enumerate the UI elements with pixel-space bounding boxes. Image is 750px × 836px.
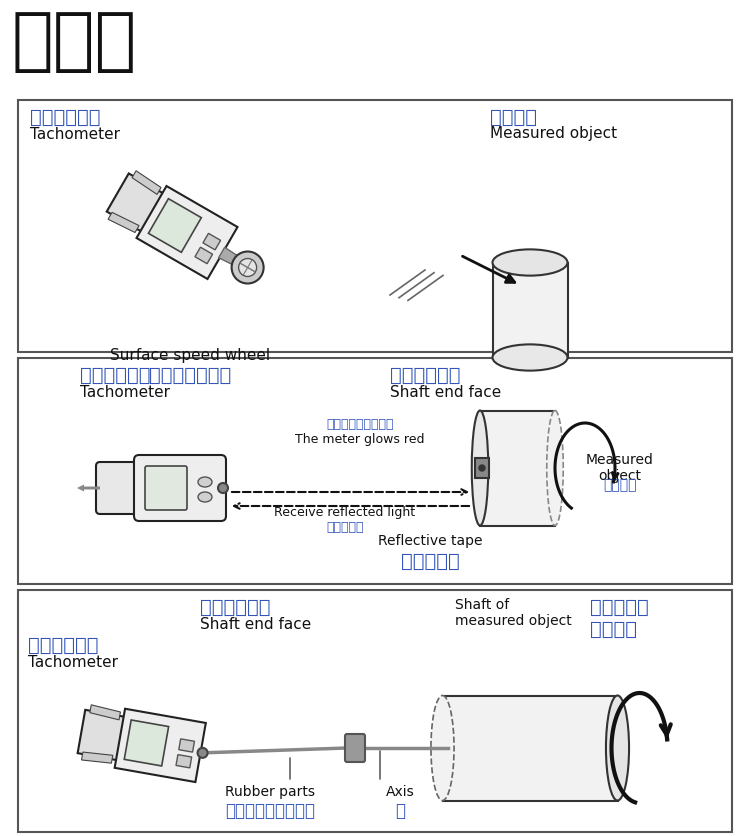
Bar	[18, 100, 732, 352]
Circle shape	[479, 465, 485, 471]
Polygon shape	[115, 709, 206, 782]
Ellipse shape	[431, 696, 454, 801]
Polygon shape	[108, 212, 139, 232]
FancyBboxPatch shape	[134, 455, 226, 521]
Bar	[18, 358, 732, 584]
Text: Shaft of
measured object: Shaft of measured object	[455, 598, 572, 628]
Text: 測定対象の
シャフト: 測定対象の シャフト	[590, 598, 649, 639]
Polygon shape	[136, 186, 238, 279]
Polygon shape	[493, 263, 568, 358]
Polygon shape	[82, 752, 112, 763]
Text: Reflective tape: Reflective tape	[378, 534, 482, 548]
Text: Measured object: Measured object	[490, 126, 617, 141]
Text: 反射テープ: 反射テープ	[400, 552, 459, 571]
Text: Shaft end face: Shaft end face	[390, 385, 501, 400]
Text: The meter glows red: The meter glows red	[296, 433, 424, 446]
Text: シャフト側面: シャフト側面	[390, 366, 460, 385]
Bar	[18, 590, 732, 832]
Text: 反射光受信: 反射光受信	[326, 521, 364, 534]
FancyBboxPatch shape	[145, 466, 187, 510]
Ellipse shape	[606, 696, 629, 801]
FancyBboxPatch shape	[345, 734, 365, 762]
Text: Shaft end face: Shaft end face	[200, 617, 311, 632]
Polygon shape	[442, 696, 617, 801]
Ellipse shape	[493, 344, 568, 370]
Text: Rubber parts: Rubber parts	[225, 785, 315, 799]
Ellipse shape	[198, 492, 212, 502]
Text: シャフト側面: シャフト側面	[200, 598, 271, 617]
Polygon shape	[203, 233, 220, 250]
Text: Tachometer: Tachometer	[80, 385, 170, 400]
Polygon shape	[148, 199, 201, 252]
Text: Receive reflected light: Receive reflected light	[274, 506, 416, 519]
Text: Measured
object: Measured object	[586, 453, 654, 483]
Polygon shape	[124, 720, 169, 766]
Ellipse shape	[198, 477, 212, 487]
Circle shape	[197, 748, 208, 758]
Polygon shape	[195, 247, 212, 263]
Text: Surface speed wheel: Surface speed wheel	[110, 348, 270, 363]
Text: Axis: Axis	[386, 785, 414, 799]
Polygon shape	[219, 247, 239, 265]
Text: タコメーター: タコメーター	[30, 108, 100, 127]
Text: Tachometer: Tachometer	[30, 127, 120, 142]
Polygon shape	[178, 739, 194, 752]
Polygon shape	[106, 173, 165, 232]
Polygon shape	[176, 755, 192, 768]
Circle shape	[232, 252, 264, 283]
Text: 測定対象: 測定対象	[490, 108, 537, 127]
Circle shape	[238, 258, 256, 277]
Text: 使い方: 使い方	[12, 8, 137, 75]
Text: 付属の回転接触端子: 付属の回転接触端子	[225, 802, 315, 820]
Text: Tachometer: Tachometer	[28, 655, 118, 670]
Ellipse shape	[472, 410, 488, 526]
Ellipse shape	[493, 249, 568, 276]
Ellipse shape	[547, 410, 563, 526]
Text: ホイル表面速度: ホイル表面速度	[148, 366, 231, 385]
Polygon shape	[77, 710, 127, 761]
Bar	[475, 458, 489, 478]
Text: 軸: 軸	[395, 802, 405, 820]
Circle shape	[218, 483, 228, 493]
Polygon shape	[480, 410, 555, 526]
Polygon shape	[90, 705, 121, 720]
Polygon shape	[132, 171, 161, 195]
Text: メーターが赤く光る: メーターが赤く光る	[326, 418, 394, 431]
Text: タコメーター: タコメーター	[28, 636, 98, 655]
FancyBboxPatch shape	[96, 462, 146, 514]
FancyArrow shape	[77, 485, 100, 492]
Text: 測定対象: 測定対象	[603, 478, 637, 492]
Text: タコメーター: タコメーター	[80, 366, 151, 385]
